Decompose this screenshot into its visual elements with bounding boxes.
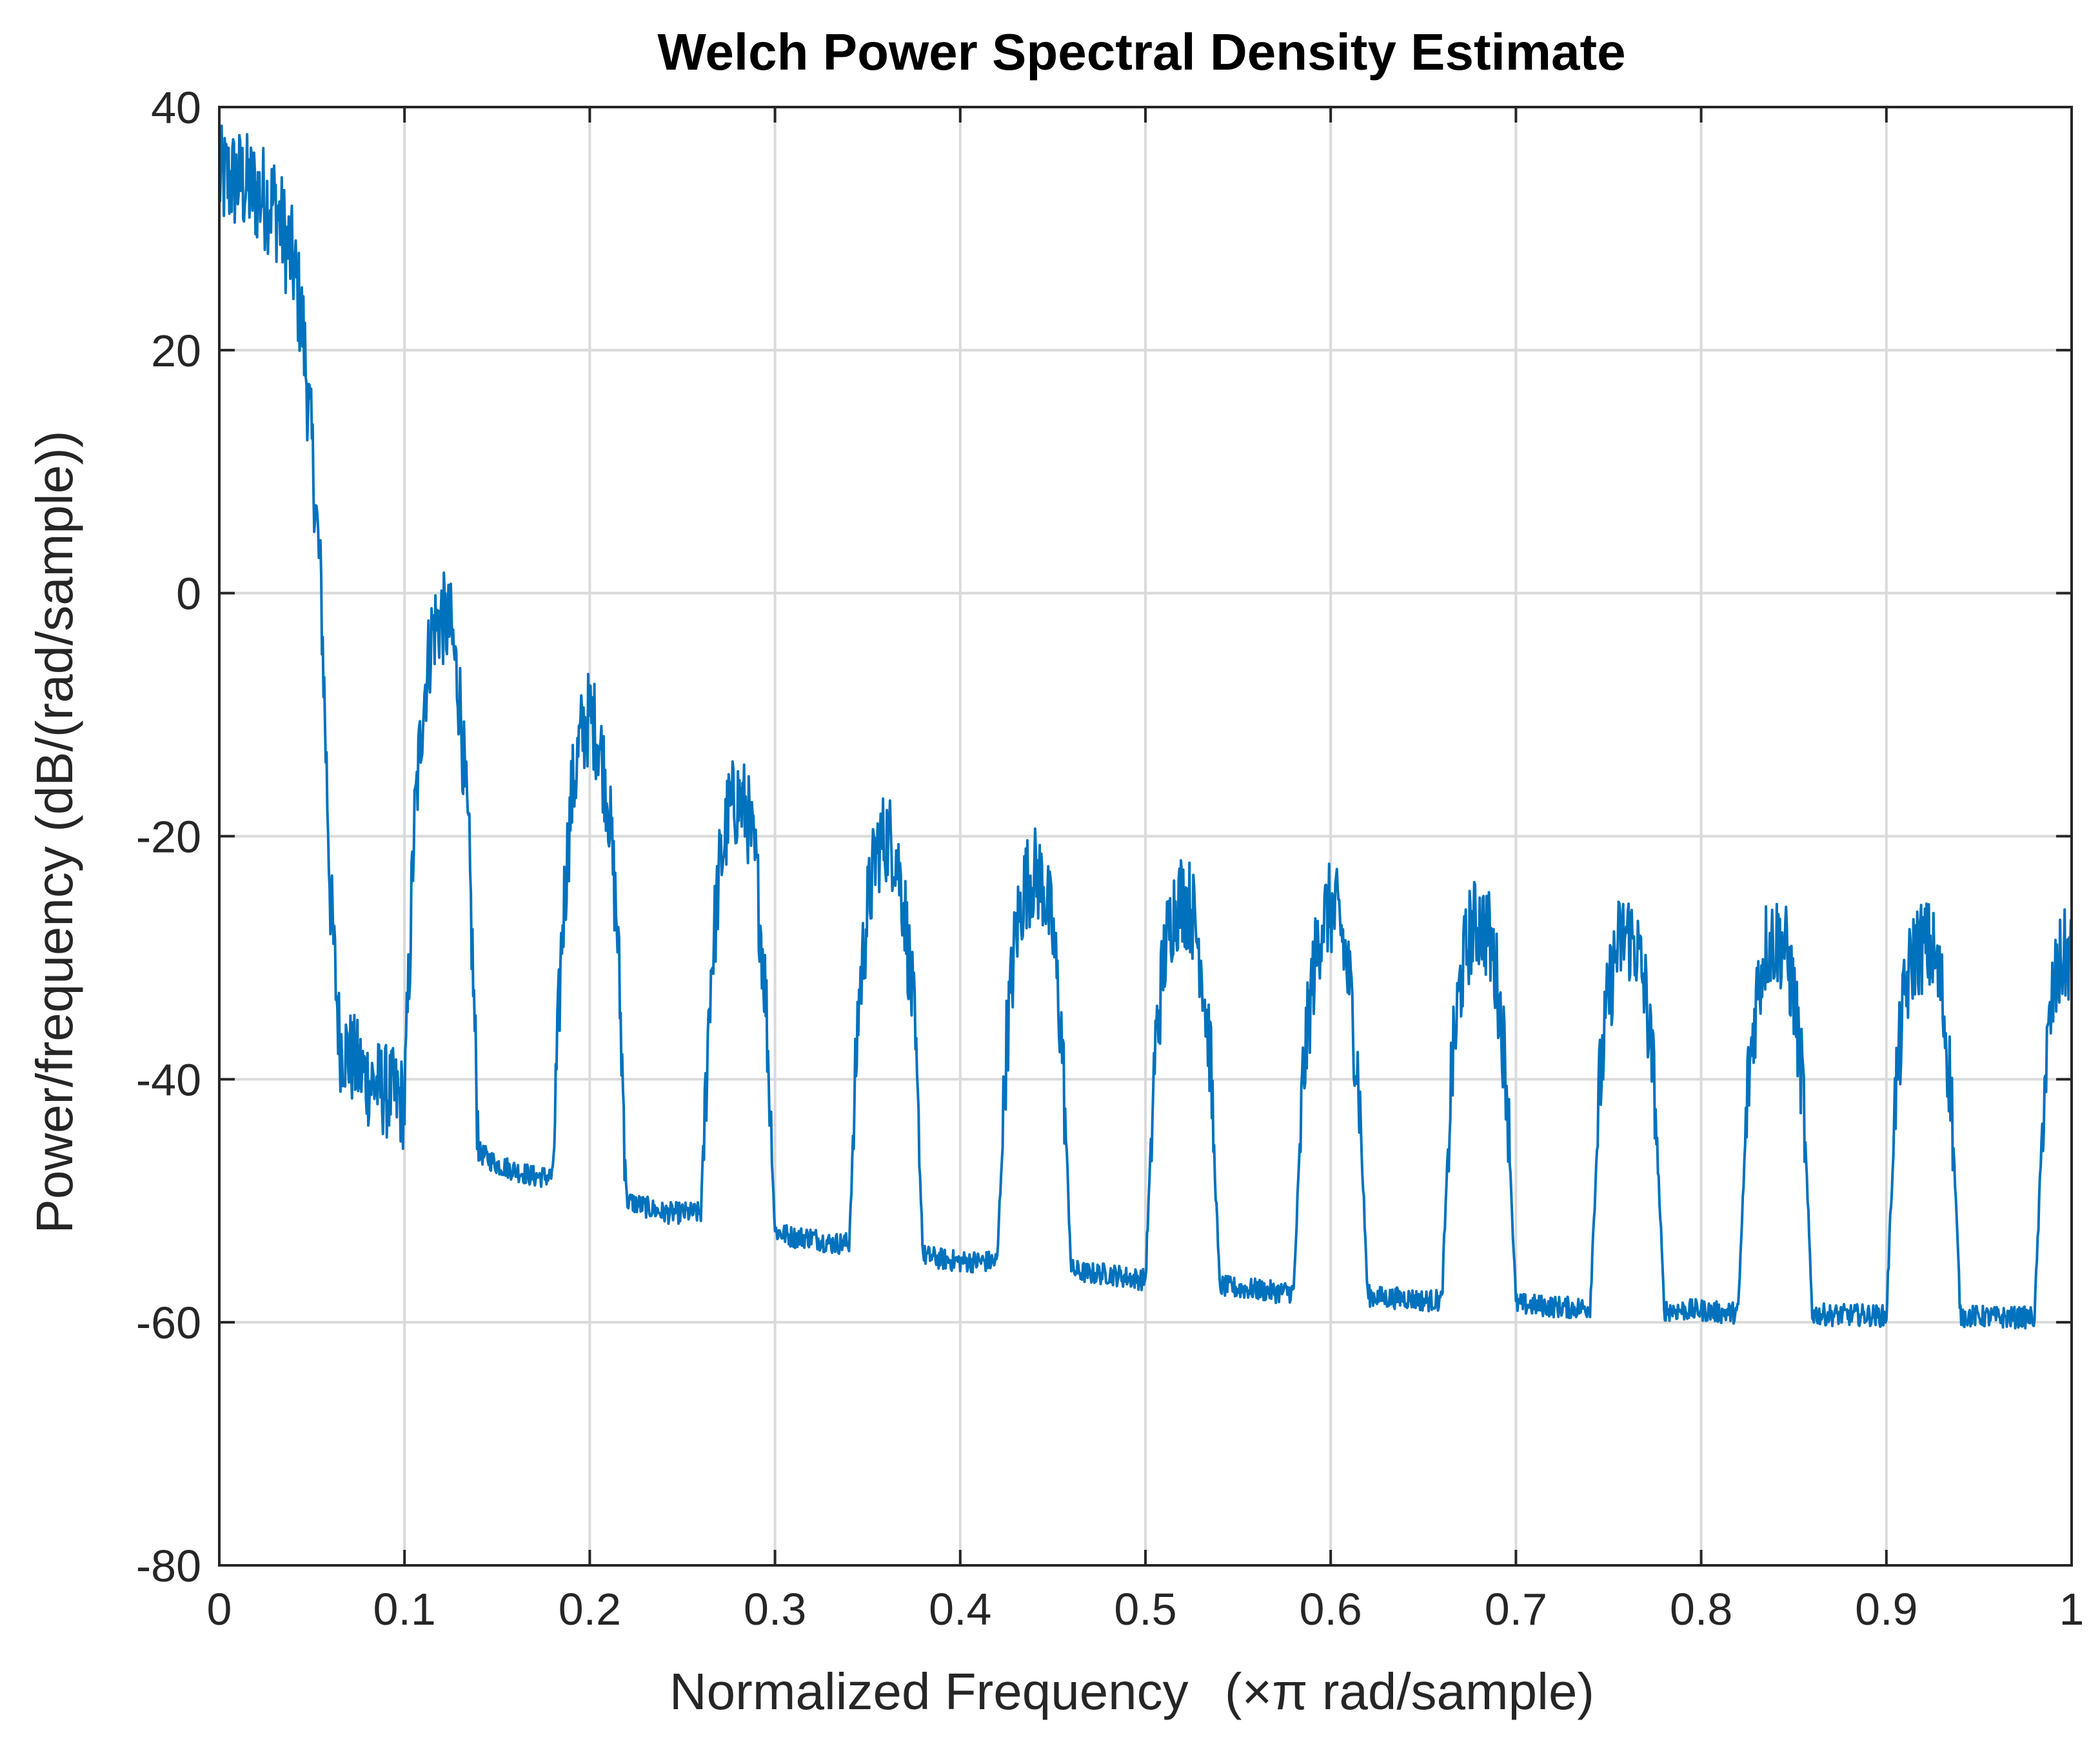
x-tick-label: 0.4 [929, 1584, 991, 1634]
tick-label-layer: 0 0.1 0.2 0.3 0.4 0.5 0.6 0.7 0.8 0.9 1 -80 -60 -40 -2… [136, 83, 2085, 1634]
y-axis-title: Power/frequency (dB/(rad/sample)) [26, 431, 83, 1234]
grid-layer [219, 107, 2072, 1565]
x-tick-label: 0 [207, 1584, 232, 1634]
x-tick-label: 0.8 [1670, 1584, 1732, 1634]
psd-series-line [218, 124, 2073, 1330]
y-tick-label: -80 [136, 1541, 201, 1591]
x-tick-label: 0.2 [559, 1584, 621, 1634]
x-tick-label: 0.9 [1855, 1584, 1917, 1634]
x-tick-label: 0.6 [1300, 1584, 1362, 1634]
y-tick-label: 0 [176, 569, 201, 619]
axes-layer [218, 106, 2073, 1567]
y-tick-label: -20 [136, 812, 201, 862]
y-tick-label: 40 [151, 83, 201, 133]
x-tick-label: 0.3 [744, 1584, 806, 1634]
x-axis-title-main: Normalized Frequency [669, 1663, 1189, 1720]
x-tick-label: 0.5 [1114, 1584, 1176, 1634]
x-tick-label: 1 [2059, 1584, 2085, 1634]
y-tick-label: -40 [136, 1055, 201, 1105]
chart-title: Welch Power Spectral Density Estimate [657, 23, 1625, 81]
y-tick-label: 20 [151, 326, 201, 376]
data-layer [218, 124, 2073, 1330]
x-axis-title-units: (×π rad/sample) [1225, 1663, 1594, 1720]
x-axis-title: Normalized Frequency (×π rad/sample) [669, 1663, 1594, 1720]
x-tick-label: 0.7 [1485, 1584, 1547, 1634]
x-tick-label: 0.1 [373, 1584, 436, 1634]
y-tick-label: -60 [136, 1298, 201, 1348]
